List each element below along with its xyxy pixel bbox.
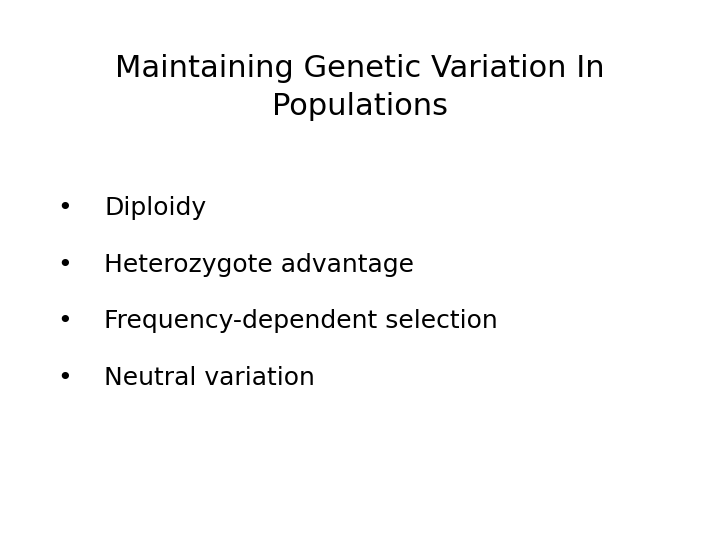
Text: Frequency-dependent selection: Frequency-dependent selection [104, 309, 498, 333]
Text: •: • [58, 253, 72, 276]
Text: Maintaining Genetic Variation In
Populations: Maintaining Genetic Variation In Populat… [115, 54, 605, 121]
Text: Neutral variation: Neutral variation [104, 366, 315, 390]
Text: Heterozygote advantage: Heterozygote advantage [104, 253, 415, 276]
Text: Diploidy: Diploidy [104, 196, 207, 220]
Text: •: • [58, 309, 72, 333]
Text: •: • [58, 196, 72, 220]
Text: •: • [58, 366, 72, 390]
